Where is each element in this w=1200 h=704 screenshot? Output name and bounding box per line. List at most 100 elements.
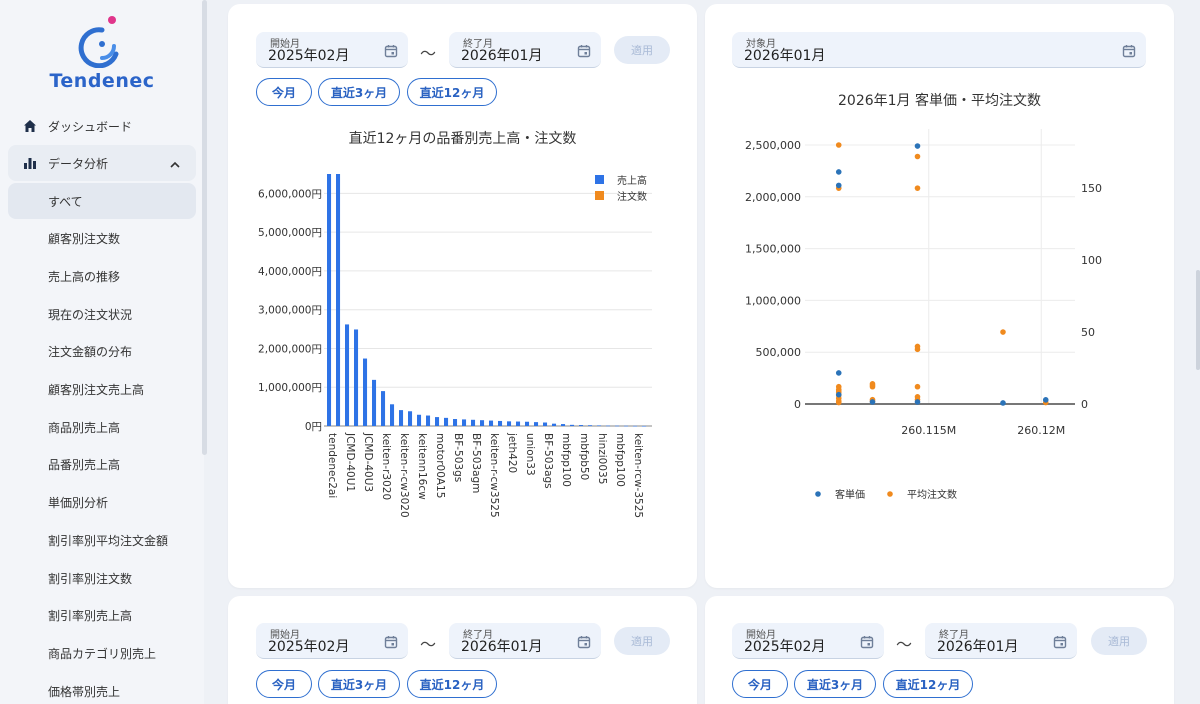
start-month-field[interactable]: 開始月 2025年02月 <box>256 623 408 659</box>
bar[interactable] <box>408 411 413 426</box>
bar[interactable] <box>588 425 593 426</box>
nav-sub-item[interactable]: 価格帯別売上 <box>8 673 196 704</box>
bar[interactable] <box>480 420 485 426</box>
nav-sub-item[interactable]: 注文金額の分布 <box>8 334 196 370</box>
calendar-icon[interactable] <box>384 634 398 653</box>
point-unit-price[interactable] <box>914 143 921 149</box>
bar[interactable] <box>381 391 386 426</box>
nav-dashboard[interactable]: ダッシュボード <box>8 108 196 144</box>
point-unit-price[interactable] <box>835 169 842 175</box>
nav-sub-item[interactable]: 割引率別注文数 <box>8 560 196 596</box>
nav-data-analysis[interactable]: データ分析 <box>8 145 196 181</box>
calendar-icon[interactable] <box>577 43 591 62</box>
bar[interactable] <box>363 358 368 426</box>
point-avg-orders[interactable] <box>914 383 921 390</box>
bar[interactable] <box>570 424 575 426</box>
target-month-field[interactable]: 対象月 2026年01月 <box>732 32 1146 68</box>
bar[interactable] <box>399 410 404 426</box>
bar[interactable] <box>615 425 620 427</box>
bar[interactable] <box>453 419 458 426</box>
sidebar-scrollbar[interactable] <box>202 0 207 455</box>
bar[interactable] <box>417 414 422 426</box>
point-unit-price[interactable] <box>869 399 876 405</box>
bar[interactable] <box>498 420 503 426</box>
bar[interactable] <box>390 404 395 426</box>
chip-this-month[interactable]: 今月 <box>732 670 788 698</box>
nav-sub-item[interactable]: 単価別分析 <box>8 485 196 521</box>
chip-this-month[interactable]: 今月 <box>256 78 312 106</box>
bar[interactable] <box>633 425 638 427</box>
nav-sub-item[interactable]: 商品カテゴリ別売上 <box>8 635 196 671</box>
legend-label[interactable]: 平均注文数 <box>907 488 957 501</box>
nav-sub-item[interactable]: 商品別売上高 <box>8 409 196 445</box>
point-avg-orders[interactable] <box>914 185 921 191</box>
point-unit-price[interactable] <box>835 182 842 189</box>
point-avg-orders[interactable] <box>914 153 921 160</box>
bar[interactable] <box>597 425 602 427</box>
chip-last-3-months[interactable]: 直近3ヶ月 <box>318 78 400 106</box>
brand-logo[interactable]: Tendenec <box>0 14 204 92</box>
point-avg-orders[interactable] <box>835 142 842 148</box>
nav-sub-item[interactable]: 品番別売上高 <box>8 447 196 483</box>
calendar-icon[interactable] <box>1122 43 1136 62</box>
point-unit-price[interactable] <box>914 399 921 405</box>
bar[interactable] <box>534 422 539 426</box>
chip-this-month[interactable]: 今月 <box>256 670 312 698</box>
nav-sub-item[interactable]: すべて <box>8 183 196 219</box>
apply-button[interactable]: 適用 <box>1091 627 1147 655</box>
bar[interactable] <box>507 421 512 426</box>
point-avg-orders[interactable] <box>869 383 876 390</box>
start-month-field[interactable]: 開始月 2025年02月 <box>732 623 884 659</box>
nav-sub-item[interactable]: 割引率別平均注文金額 <box>8 522 196 558</box>
point-avg-orders[interactable] <box>1000 329 1006 335</box>
chip-last-3-months[interactable]: 直近3ヶ月 <box>794 670 876 698</box>
main-scrollbar[interactable] <box>1196 270 1200 370</box>
nav-sub-item[interactable]: 顧客別注文数 <box>8 221 196 257</box>
start-month-field[interactable]: 開始月 2025年02月 <box>256 32 408 68</box>
bar[interactable] <box>579 425 584 426</box>
bar[interactable] <box>372 379 377 426</box>
bar[interactable] <box>489 420 494 426</box>
chip-last-12-months[interactable]: 直近12ヶ月 <box>883 670 973 698</box>
end-month-field[interactable]: 終了月 2026年01月 <box>449 32 601 68</box>
chip-last-3-months[interactable]: 直近3ヶ月 <box>318 670 400 698</box>
bar[interactable] <box>552 423 557 426</box>
bar[interactable] <box>471 419 476 426</box>
legend-label[interactable]: 注文数 <box>617 190 647 203</box>
calendar-icon[interactable] <box>577 634 591 653</box>
calendar-icon[interactable] <box>1053 634 1067 653</box>
nav-sub-item[interactable]: 現在の注文状況 <box>8 296 196 332</box>
chip-last-12-months[interactable]: 直近12ヶ月 <box>407 670 497 698</box>
end-month-field[interactable]: 終了月 2026年01月 <box>449 623 601 659</box>
bar[interactable] <box>345 324 350 426</box>
point-unit-price[interactable] <box>835 370 842 376</box>
bar[interactable] <box>426 415 431 426</box>
calendar-icon[interactable] <box>860 634 874 653</box>
point-avg-orders[interactable] <box>835 399 842 406</box>
bar[interactable] <box>336 174 341 426</box>
point-unit-price[interactable] <box>835 391 842 398</box>
apply-button[interactable]: 適用 <box>614 36 670 64</box>
legend-label[interactable]: 客単価 <box>835 488 865 501</box>
apply-button[interactable]: 適用 <box>614 627 670 655</box>
bar[interactable] <box>642 425 647 427</box>
bar[interactable] <box>354 329 359 426</box>
bar[interactable] <box>435 417 440 426</box>
nav-sub-item[interactable]: 売上高の推移 <box>8 258 196 294</box>
nav-sub-item[interactable]: 顧客別注文売上高 <box>8 372 196 408</box>
point-avg-orders[interactable] <box>914 346 921 353</box>
nav-sub-item[interactable]: 割引率別売上高 <box>8 598 196 634</box>
end-month-field[interactable]: 終了月 2026年01月 <box>925 623 1077 659</box>
bar[interactable] <box>444 417 449 426</box>
bar[interactable] <box>543 422 548 426</box>
bar[interactable] <box>462 419 467 426</box>
legend-label[interactable]: 売上高 <box>617 174 647 187</box>
bar[interactable] <box>516 421 521 426</box>
point-unit-price[interactable] <box>1042 397 1049 403</box>
bar[interactable] <box>606 425 611 427</box>
bar[interactable] <box>327 174 332 426</box>
calendar-icon[interactable] <box>384 43 398 62</box>
bar[interactable] <box>624 425 629 427</box>
point-unit-price[interactable] <box>1000 400 1006 406</box>
bar[interactable] <box>525 421 530 426</box>
